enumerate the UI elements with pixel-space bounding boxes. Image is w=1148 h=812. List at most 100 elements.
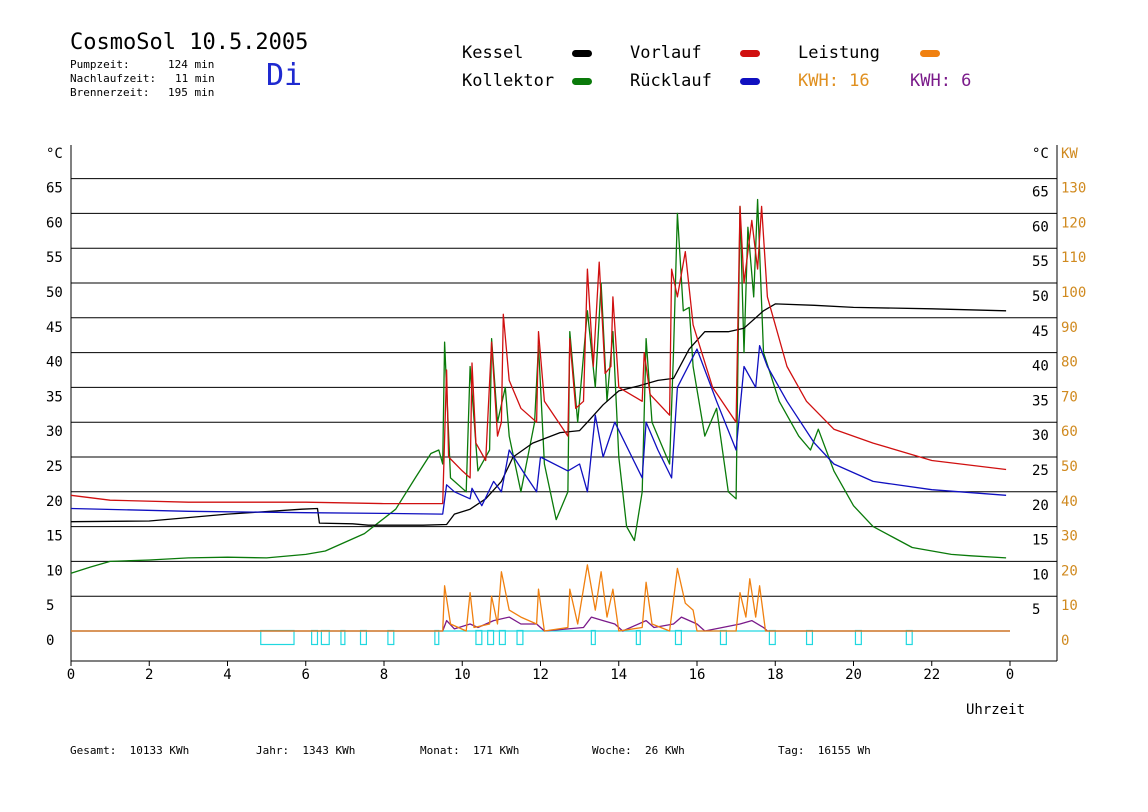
pump-block-9 [498,629,506,646]
footer-jahr: Jahr: 1343 KWh [256,744,356,757]
kw-unit: KW [1061,146,1078,162]
pump-block-3 [340,629,346,646]
pump-block-0 [260,629,295,646]
pump-block-1 [311,629,319,646]
legend-vorlauf-swatch [740,50,760,57]
pump-block-17 [854,629,862,646]
y-tick-left-5: 5 [46,598,54,614]
y-tick-left-50: 50 [46,285,63,301]
x-tick-7: 14 [610,667,627,683]
legend-kwh-purple: KWH: 6 [910,71,972,91]
pump-block-4 [359,629,367,646]
kw-tick-50: 50 [1061,459,1078,475]
kw-tick-60: 60 [1061,424,1078,440]
y-tick-left-40: 40 [46,355,63,371]
y-tick-right-25: 25 [1032,463,1049,479]
kw-tick-120: 120 [1061,215,1086,231]
kw-tick-30: 30 [1061,529,1078,545]
kw-tick-100: 100 [1061,285,1086,301]
y-tick-left-15: 15 [46,529,63,545]
stat-brennerzeit-value: 195 min [168,86,215,99]
stat-nachlaufzeit-label: Nachlaufzeit: [70,72,157,85]
x-tick-11: 22 [923,667,940,683]
y-tick-left-0: 0 [46,633,54,649]
stat-pumpzeit-label: Pumpzeit: [70,58,130,71]
y-tick-left-65: 65 [46,181,63,197]
y-tick-right-30: 30 [1032,428,1049,444]
y-tick-left-10: 10 [46,563,63,579]
legend-leistung: Leistung [798,43,880,63]
y-tick-left-30: 30 [46,424,63,440]
y-tick-right-55: 55 [1032,254,1049,270]
x-tick-2: 4 [223,667,231,683]
y-unit-left: °C [46,146,63,162]
pump-block-11 [590,629,596,646]
x-axis-label: Uhrzeit [966,702,1025,718]
pump-block-12 [635,629,641,646]
x-tick-4: 8 [380,667,388,683]
pump-block-13 [674,629,682,646]
x-tick-1: 2 [145,667,153,683]
x-tick-3: 6 [302,667,310,683]
footer-tag: Tag: 16155 Wh [778,744,871,757]
y-tick-left-60: 60 [46,215,63,231]
weekday-label: Di [266,58,303,93]
kw-tick-80: 80 [1061,355,1078,371]
series-vorlauf [70,205,1007,505]
legend-vorlauf: Vorlauf [630,43,702,63]
pump-block-7 [475,629,483,646]
y-tick-left-55: 55 [46,250,63,266]
y-tick-right-35: 35 [1032,393,1049,409]
legend-kessel-swatch [572,50,592,57]
kw-tick-70: 70 [1061,389,1078,405]
y-tick-right-45: 45 [1032,324,1049,340]
stat-pumpzeit-value: 124 min [168,58,215,71]
pump-block-15 [768,629,776,646]
x-tick-8: 16 [689,667,706,683]
stat-brennerzeit-label: Brennerzeit: [70,86,150,99]
y-tick-left-35: 35 [46,389,63,405]
y-tick-left-45: 45 [46,320,63,336]
pump-block-10 [516,629,524,646]
pump-block-2 [320,629,330,646]
y-tick-right-5: 5 [1032,602,1040,618]
pump-block-16 [805,629,814,646]
kw-tick-130: 130 [1061,181,1086,197]
stat-nachlaufzeit-value: 11 min [175,72,215,85]
kw-tick-110: 110 [1061,250,1086,266]
chart-title: CosmoSol 10.5.2005 [70,30,309,55]
y-tick-right-65: 65 [1032,185,1049,201]
y-tick-right-60: 60 [1032,219,1049,235]
legend-kollektor: Kollektor [462,71,555,91]
kw-tick-40: 40 [1061,494,1078,510]
y-tick-right-15: 15 [1032,533,1049,549]
legend-kwh-orange: KWH: 16 [798,71,870,91]
kw-tick-10: 10 [1061,598,1078,614]
x-tick-12: 0 [1006,667,1014,683]
legend-ruecklauf-swatch [740,78,760,85]
kw-tick-90: 90 [1061,320,1078,336]
legend-kollektor-swatch [572,78,592,85]
footer-monat: Monat: 171 KWh [420,744,520,757]
y-unit-right-c: °C [1032,146,1049,162]
series-ruecklauf [70,344,1007,515]
kw-tick-20: 20 [1061,563,1078,579]
legend-leistung-swatch [920,50,940,57]
pump-block-18 [905,629,913,646]
footer-gesamt: Gesamt: 10133 KWh [70,744,190,757]
pump-block-5 [387,629,395,646]
series-kollektor [70,198,1007,574]
x-tick-10: 20 [845,667,862,683]
y-tick-right-40: 40 [1032,359,1049,375]
y-tick-right-10: 10 [1032,567,1049,583]
series-kessel [70,303,1007,526]
y-tick-left-20: 20 [46,494,63,510]
x-tick-9: 18 [767,667,784,683]
legend-ruecklauf: Rücklauf [630,71,712,91]
series-leistung [71,564,1010,632]
pump-block-6 [434,629,440,646]
kw-tick-0: 0 [1061,633,1069,649]
y-tick-right-20: 20 [1032,498,1049,514]
x-tick-0: 0 [67,667,75,683]
